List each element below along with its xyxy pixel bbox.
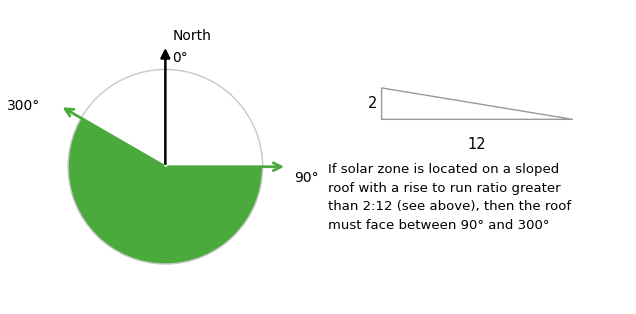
- Text: 2: 2: [368, 96, 377, 111]
- Text: 12: 12: [467, 137, 487, 152]
- Text: 300°: 300°: [6, 99, 40, 113]
- Text: North: North: [172, 29, 211, 43]
- Wedge shape: [68, 118, 263, 264]
- Text: If solar zone is located on a sloped
roof with a rise to run ratio greater
than : If solar zone is located on a sloped roo…: [328, 163, 570, 232]
- Text: 90°: 90°: [294, 171, 319, 185]
- Text: 0°: 0°: [172, 51, 188, 65]
